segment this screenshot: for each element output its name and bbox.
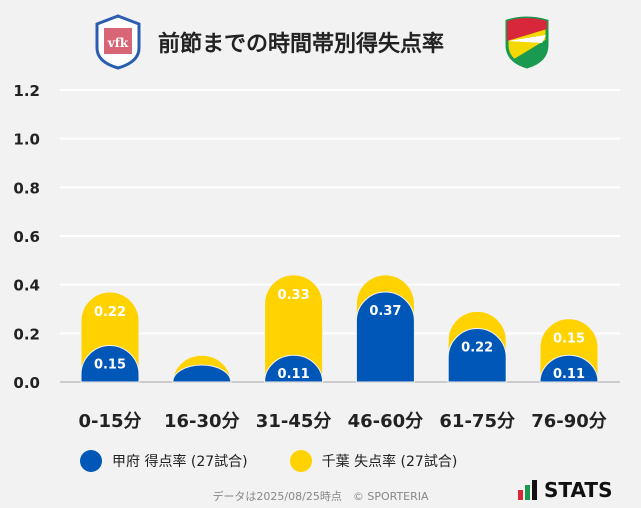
bar-chiba-conceded bbox=[264, 274, 324, 383]
data-label-kofu: 0.37 bbox=[369, 304, 401, 319]
legend-swatch-chiba bbox=[289, 450, 312, 472]
y-tick-label: 0.6 bbox=[13, 228, 40, 246]
x-tick-label: 46-60分 bbox=[348, 411, 424, 432]
bar-kofu-scored bbox=[264, 354, 324, 383]
y-tick-label: 1.2 bbox=[13, 82, 40, 100]
x-tick-label: 76-90分 bbox=[531, 411, 607, 432]
chart-title: 前節までの時間帯別得失点率 bbox=[158, 32, 445, 57]
x-tick-label: 61-75分 bbox=[439, 411, 515, 432]
x-tick-label: 16-30分 bbox=[164, 411, 240, 432]
bar-kofu-scored bbox=[539, 354, 599, 383]
y-tick-label: 1.0 bbox=[13, 131, 40, 149]
data-label-chiba: 0.33 bbox=[278, 288, 310, 303]
svg-text:vfk: vfk bbox=[107, 36, 129, 50]
data-label-chiba: 0.15 bbox=[553, 332, 585, 347]
stats-brand: STATS bbox=[544, 478, 613, 502]
bar-chart: 0.0 0.2 0.4 0.6 0.8 1.0 1.2 0.22 0.15 0-15分 16-30分… bbox=[13, 82, 620, 432]
stats-bars-icon bbox=[518, 480, 537, 500]
y-tick-label: 0.2 bbox=[13, 325, 40, 343]
legend-label-chiba: 千葉 失点率 (27試合) bbox=[321, 454, 458, 470]
legend-label-kofu: 甲府 得点率 (27試合) bbox=[112, 454, 248, 470]
y-tick-label: 0.4 bbox=[13, 277, 40, 295]
x-tick-label: 31-45分 bbox=[256, 411, 332, 432]
data-label-chiba: 0.22 bbox=[94, 305, 126, 320]
bar-kofu-scored bbox=[447, 328, 507, 383]
x-tick-label: 0-15分 bbox=[78, 411, 141, 432]
y-tick-label: 0.0 bbox=[13, 374, 40, 392]
legend: 甲府 得点率 (27試合) 千葉 失点率 (27試合) bbox=[80, 450, 457, 472]
away-team-logo bbox=[505, 16, 549, 69]
footer-note: データは2025/08/25時点 © SPORTERIA bbox=[212, 490, 429, 503]
data-label-kofu: 0.11 bbox=[278, 367, 310, 382]
bar-kofu-scored bbox=[355, 291, 415, 383]
data-label-kofu: 0.22 bbox=[461, 340, 493, 355]
stats-logo: STATS bbox=[518, 478, 612, 502]
bar-kofu-scored bbox=[80, 345, 140, 383]
legend-swatch-kofu bbox=[80, 450, 102, 472]
y-tick-label: 0.8 bbox=[13, 179, 40, 197]
data-label-kofu: 0.11 bbox=[553, 367, 585, 382]
home-team-logo: vfk bbox=[95, 14, 141, 70]
data-label-kofu: 0.15 bbox=[94, 358, 126, 373]
bar-kofu-scored bbox=[172, 364, 232, 383]
